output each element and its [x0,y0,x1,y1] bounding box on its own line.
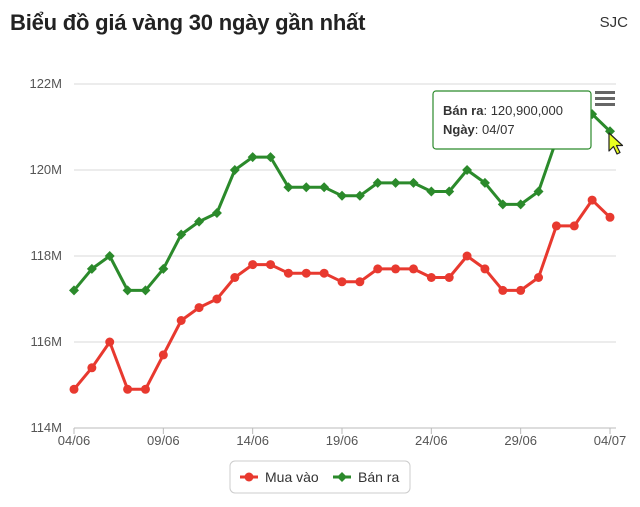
x-tick-label: 24/06 [415,433,448,448]
buy-point[interactable] [498,285,508,295]
buy-point[interactable] [266,260,276,270]
sell-point[interactable] [515,199,526,210]
grid-lines [74,83,616,429]
sell-point[interactable] [533,186,544,197]
y-tick-label: 120M [29,162,62,177]
legend-item-sell[interactable]: Bán ra [333,469,399,485]
chart-header: Biểu đồ giá vàng 30 ngày gần nhất SJC [10,10,630,42]
sell-point[interactable] [229,165,240,175]
sell-point[interactable] [158,263,169,274]
sell-point[interactable] [265,152,276,163]
sell-point[interactable] [140,285,151,296]
buy-point[interactable] [605,212,615,222]
x-tick-label: 14/06 [236,433,269,448]
buy-point[interactable] [391,264,401,274]
tooltip-date-value: 04/07 [482,122,515,137]
legend-item-buy[interactable]: Mua vào [240,469,319,485]
hamburger-menu-icon[interactable] [595,90,615,108]
sell-point[interactable] [390,177,401,188]
buy-point[interactable] [194,303,204,313]
tooltip-date-sep: : [475,122,482,137]
buy-point[interactable] [87,363,97,373]
y-tick-label: 118M [30,248,62,263]
sell-point[interactable] [69,285,79,296]
buy-point[interactable] [301,268,311,278]
legend-box [229,460,411,494]
buy-point[interactable] [69,384,79,394]
y-tick-label: 116M [30,334,62,349]
sell-point[interactable] [605,126,615,137]
buy-point[interactable] [516,285,526,295]
sell-point[interactable] [301,182,312,193]
buy-point[interactable] [140,384,150,394]
buy-point[interactable] [462,251,472,261]
sell-point[interactable] [337,190,347,201]
y-tick-label: 122M [29,76,62,91]
sell-point[interactable] [426,186,437,197]
buy-point[interactable] [373,264,383,274]
sell-point[interactable] [497,199,508,210]
chart-title: Biểu đồ giá vàng 30 ngày gần nhất [10,10,366,35]
sell-point[interactable] [479,177,490,188]
sell-point[interactable] [462,165,473,175]
x-tick-label: 09/06 [147,433,180,448]
buy-point[interactable] [158,350,168,360]
sell-point[interactable] [104,251,115,261]
svg-text:Ngày: 04/07: Ngày: 04/07 [443,122,515,137]
mouse-cursor-icon [608,132,624,155]
sell-point[interactable] [86,263,97,274]
sell-point[interactable] [176,229,187,240]
x-tick-label: 29/06 [504,433,537,448]
tooltip-sell-sep: : [483,103,490,118]
tooltip-box [432,90,592,150]
x-tick-label: 04/07 [594,433,627,448]
buy-point[interactable] [480,264,490,274]
buy-point[interactable] [230,273,240,282]
sell-point[interactable] [372,177,383,188]
buy-point[interactable] [426,273,436,282]
buy-point[interactable] [105,337,115,347]
buy-point[interactable] [551,221,561,231]
sell-point[interactable] [247,152,258,163]
buy-point[interactable] [248,260,258,270]
sell-point[interactable] [319,182,330,193]
sell-point[interactable] [283,182,294,193]
x-tick-label: 04/06 [58,433,91,448]
sell-point[interactable] [194,216,205,227]
tooltip-date-label: Ngày [443,122,476,137]
y-axis-labels: 122M 120M 118M 116M 114M [29,76,62,435]
buy-point[interactable] [355,277,365,287]
buy-point[interactable] [587,195,597,205]
buy-point[interactable] [444,273,454,282]
sell-point[interactable] [211,208,222,218]
x-tick-label: 19/06 [326,433,359,448]
sell-point[interactable] [122,285,133,296]
buy-point[interactable] [534,273,544,282]
sell-point[interactable] [408,177,419,188]
buy-point[interactable] [123,384,133,394]
buy-point[interactable] [337,277,347,287]
series-lines [69,109,615,394]
tooltip: Bán ra: 120,900,000 Ngày: 04/07 [432,90,592,150]
tooltip-sell-value: 120,900,000 [491,103,563,118]
tooltip-sell-label: Bán ra [443,103,484,118]
y-tick-label: 114M [30,420,62,435]
brand-label: SJC [599,14,628,31]
series-line-buy [72,198,612,391]
sell-point[interactable] [354,190,365,201]
buy-point[interactable] [319,268,329,278]
legend-label-sell: Bán ra [358,469,399,485]
legend-label-buy: Mua vào [265,469,319,485]
buy-point[interactable] [176,316,186,325]
svg-text:Bán ra: 120,900,000: Bán ra: 120,900,000 [443,103,563,118]
legend: Mua vào Bán ra [229,460,411,494]
buy-point[interactable] [408,264,418,274]
buy-point[interactable] [569,221,579,231]
sell-point[interactable] [444,186,455,197]
buy-point[interactable] [212,294,222,304]
x-axis-labels: 04/06 09/06 14/06 19/06 24/06 29/06 04/07 [58,428,627,448]
buy-point[interactable] [283,268,293,278]
